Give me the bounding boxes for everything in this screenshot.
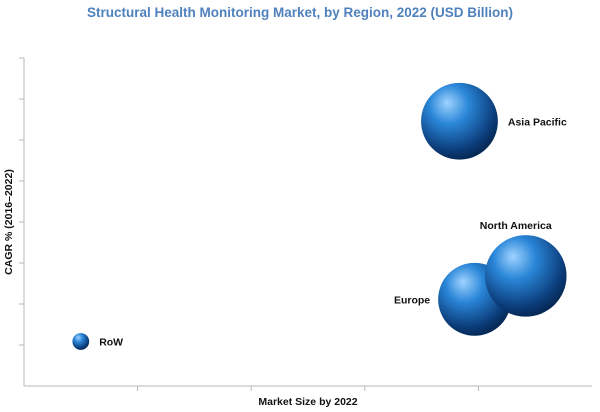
bubble-label-row: RoW (99, 336, 123, 348)
y-axis-label: CAGR % (2016–2022) (3, 169, 15, 275)
bubble-label-asia-pacific: Asia Pacific (508, 116, 567, 128)
bubbles (72, 82, 567, 350)
bubble-labels: RoW Europe North America Asia Pacific (99, 116, 567, 348)
axis-ticks (19, 57, 479, 391)
bubble-label-north-america: North America (480, 220, 552, 232)
x-axis-label: Market Size by 2022 (258, 396, 357, 408)
chart-title: Structural Health Monitoring Market, by … (86, 5, 514, 20)
bubble-north-america (484, 235, 567, 317)
bubble-row (72, 333, 90, 350)
bubble-label-europe: Europe (394, 294, 430, 306)
bubble-asia-pacific (421, 82, 498, 160)
